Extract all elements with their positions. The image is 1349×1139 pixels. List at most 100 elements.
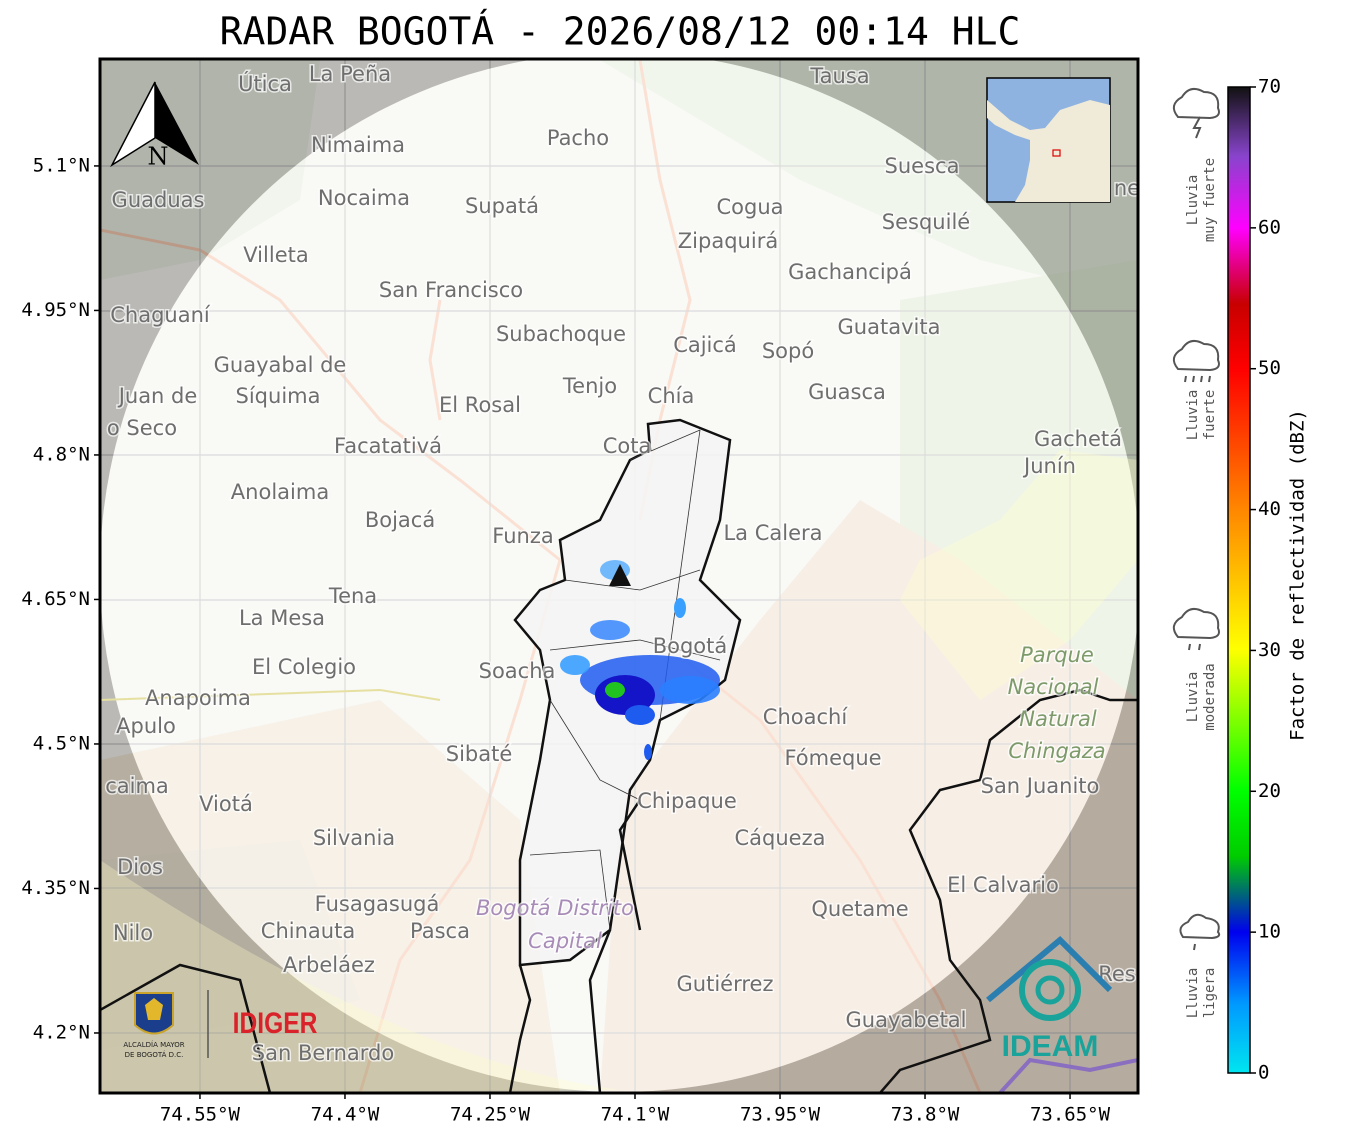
x-tick-label: 73.95°W xyxy=(740,1104,821,1126)
place-label: Chinauta xyxy=(261,919,355,943)
place-label: Funza xyxy=(492,524,553,548)
place-label: Sopó xyxy=(762,339,814,363)
place-label: Gutiérrez xyxy=(677,972,774,996)
place-label: Silvania xyxy=(313,826,395,850)
place-label: Choachí xyxy=(763,705,849,729)
colorbar-tick-label: 40 xyxy=(1258,498,1281,520)
alcaldia-text: ALCALDÍA MAYOR xyxy=(123,1040,184,1049)
place-label: El Rosal xyxy=(439,393,521,417)
place-label: Supatá xyxy=(465,194,539,218)
ideam-logo: IDEAM xyxy=(986,935,1113,1063)
place-label: Chingaza xyxy=(1008,739,1105,763)
y-tick-label: 5.1°N xyxy=(33,154,90,176)
place-label: El Colegio xyxy=(252,655,356,679)
basemap: Útica La Peña Tausa Pacho Nimaima Suesca Guadu… xyxy=(100,59,1140,1093)
department-boundary xyxy=(100,688,1138,1093)
place-label: La Calera xyxy=(723,521,822,545)
colorbar-label: Factor de reflectividad (dBZ) xyxy=(1287,409,1309,741)
rain-level-label: muy fuerte xyxy=(1202,158,1218,242)
place-label: Gachancipá xyxy=(788,260,912,284)
place-label: Cáqueza xyxy=(735,826,826,850)
place-label: Nocaima xyxy=(318,186,410,210)
place-label: Junín xyxy=(1022,454,1076,478)
ideam-text: IDEAM xyxy=(1002,1030,1099,1063)
x-tick-label: 74.4°W xyxy=(311,1104,380,1126)
place-label: Juan de xyxy=(117,384,198,408)
north-arrow: N xyxy=(110,81,199,171)
colorbar-tick-label: 50 xyxy=(1258,357,1281,379)
place-label: Pacho xyxy=(547,126,609,150)
place-label: Gachetá xyxy=(1034,427,1122,451)
place-label: Cajicá xyxy=(673,333,737,357)
colorbar-tick-label: 60 xyxy=(1258,216,1281,238)
place-label: Zipaquirá xyxy=(678,229,778,253)
map-frame xyxy=(98,57,1140,1095)
radar-site xyxy=(609,564,631,586)
place-label: Guayabal de xyxy=(214,353,347,377)
rain-level-label: ligera xyxy=(1202,968,1218,1019)
place-label: Bojacá xyxy=(365,508,435,532)
colorbar-tick-label: 10 xyxy=(1258,921,1281,943)
place-label: Fusagasugá xyxy=(315,892,440,916)
place-label: Guayabetal xyxy=(846,1008,967,1032)
place-label: Guaduas xyxy=(112,188,205,212)
rain-level-label: Lluvia xyxy=(1185,672,1201,723)
place-label: Nilo xyxy=(113,921,153,945)
place-labels: Útica La Peña Tausa Pacho Nimaima Suesca Guadu… xyxy=(104,61,1140,1067)
place-label: Sibaté xyxy=(446,742,513,766)
place-label: San Francisco xyxy=(379,278,523,302)
rain-level-label: fuerte xyxy=(1202,390,1218,441)
place-label: La Peña xyxy=(309,62,391,86)
place-label: Bogotá xyxy=(653,634,728,658)
y-tick-label: 4.95°N xyxy=(21,299,90,321)
place-label: Villeta xyxy=(243,243,308,267)
place-label: Dios xyxy=(117,855,163,879)
colorbar-tick-label: 70 xyxy=(1258,76,1281,98)
place-label: Sesquilé xyxy=(882,210,970,234)
alcaldia-logo: ALCALDÍA MAYOR DE BOGOTÁ D.C. IDIGER xyxy=(123,990,318,1059)
place-label: Nacional xyxy=(1008,675,1099,699)
inset-map xyxy=(986,77,1111,203)
place-label: Apulo xyxy=(116,714,176,738)
place-label: Parque xyxy=(1020,643,1094,667)
x-tick-label: 73.65°W xyxy=(1030,1104,1111,1126)
colorbar xyxy=(1227,86,1251,1074)
radar-echoes xyxy=(560,560,720,760)
colorbar-tick-label: 20 xyxy=(1258,780,1281,802)
place-label: Chaguaní xyxy=(110,303,211,327)
alcaldia-text: DE BOGOTÁ D.C. xyxy=(125,1050,184,1059)
place-label: Natural xyxy=(1019,707,1097,731)
place-label: Bogotá Distrito xyxy=(476,896,634,920)
axes: 74.55°W 74.4°W 74.25°W 74.1°W 73.95°W 73.8°W 7… xyxy=(21,154,1110,1125)
place-label: Arbeláez xyxy=(283,953,375,977)
colorbar-tick-label: 30 xyxy=(1258,639,1281,661)
place-label: El Calvario xyxy=(947,873,1059,897)
place-label: Quetame xyxy=(811,897,908,921)
place-label: Chipaque xyxy=(637,789,737,813)
north-label: N xyxy=(148,143,169,171)
place-label: Viotá xyxy=(199,792,253,816)
place-label: caima xyxy=(105,774,169,798)
place-label: Anapoima xyxy=(145,686,251,710)
title: RADAR BOGOTÁ - 2026/08/12 00:14 HLC xyxy=(220,10,1021,54)
place-label: Guatavita xyxy=(838,315,941,339)
place-label: San Juanito xyxy=(981,774,1100,798)
place-label: Suesca xyxy=(885,154,960,178)
place-label: Útica xyxy=(238,71,292,96)
place-label: Anolaima xyxy=(231,480,329,504)
place-label: Subachoque xyxy=(496,322,626,346)
place-label: o Seco xyxy=(107,416,177,440)
y-tick-label: 4.35°N xyxy=(21,877,90,899)
place-label: Tena xyxy=(328,584,377,608)
place-label: Facatativá xyxy=(334,434,442,458)
x-tick-label: 74.1°W xyxy=(601,1104,670,1126)
place-label: Cota xyxy=(603,434,652,458)
x-tick-label: 73.8°W xyxy=(891,1104,960,1126)
idiger-logo: IDIGER xyxy=(233,1006,318,1040)
place-label: Capital xyxy=(528,929,602,953)
place-label: ne xyxy=(1114,176,1140,200)
y-tick-label: 4.2°N xyxy=(33,1021,90,1043)
place-label: Síquima xyxy=(236,384,321,408)
